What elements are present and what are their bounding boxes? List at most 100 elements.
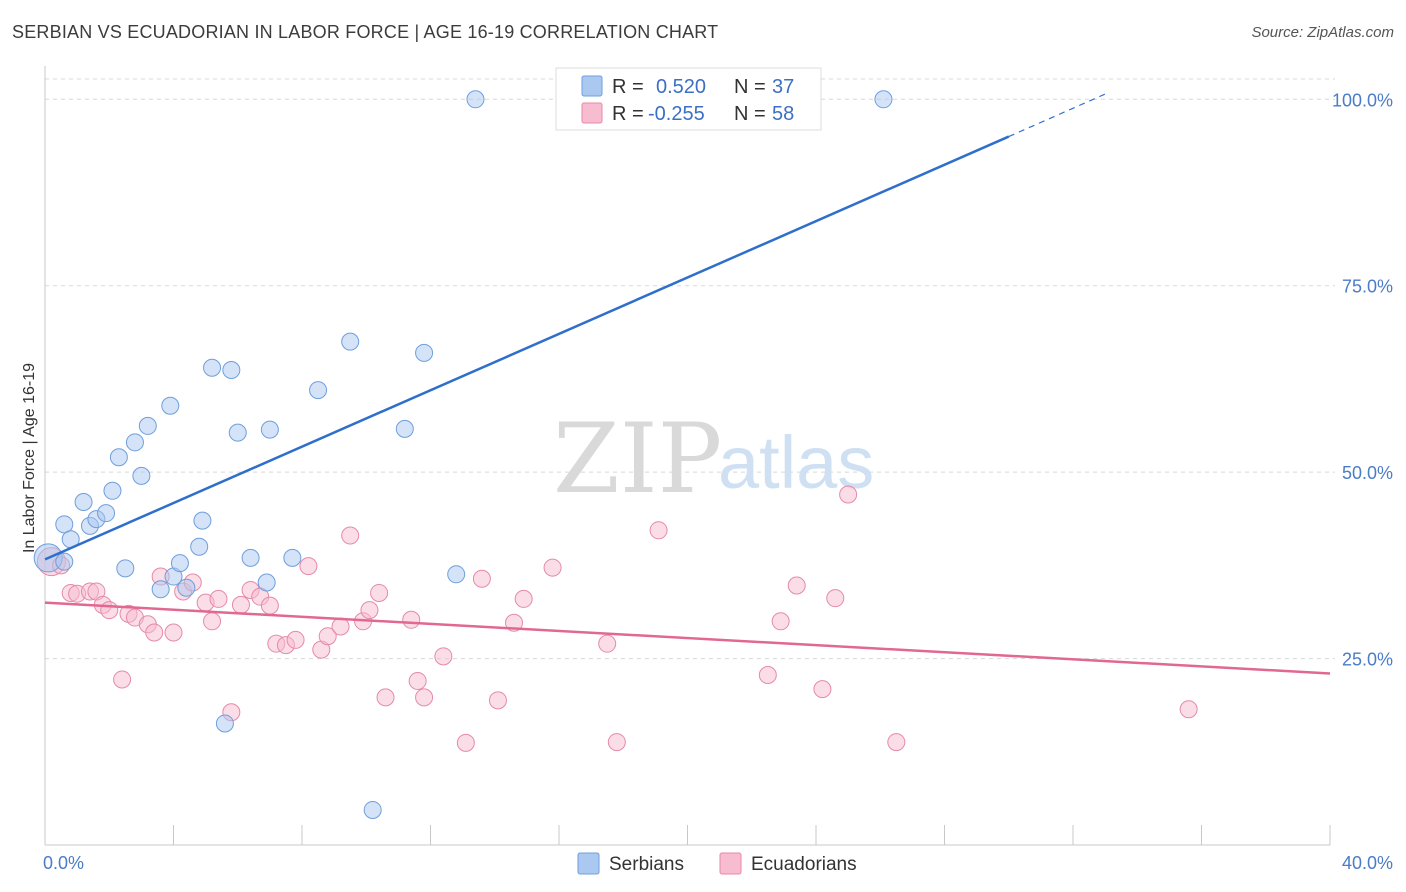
- serbians-point: [447, 565, 466, 584]
- serbians-point: [241, 548, 260, 567]
- legend-n-label-ecuadorians: N =: [734, 103, 766, 125]
- serbians-point: [190, 537, 209, 556]
- serbians-point: [132, 466, 151, 485]
- serbians-point: [260, 420, 279, 439]
- serbians-point: [55, 552, 74, 571]
- ecuadorians-point: [649, 521, 668, 540]
- trend-lines: [44, 93, 1331, 675]
- series-legend: Serbians Ecuadorians: [577, 852, 857, 875]
- ecuadorians-point: [100, 601, 119, 620]
- serbians-point: [466, 90, 485, 109]
- serbians-point: [116, 559, 135, 578]
- serbians-point: [874, 90, 893, 109]
- serbians-point: [74, 492, 93, 511]
- serbians-point: [363, 800, 382, 819]
- serbians-point: [125, 433, 144, 452]
- serbians-point: [177, 578, 196, 597]
- serbians-point: [283, 548, 302, 567]
- legend-n-label-serbians: N =: [734, 76, 766, 98]
- ecuadorians-point: [341, 526, 360, 545]
- source-credit: Source: ZipAtlas.com: [1251, 24, 1394, 41]
- watermark: ZIP atlas: [553, 403, 874, 515]
- y-tick-label: 50.0%: [1342, 463, 1393, 483]
- ecuadorians-point: [408, 671, 427, 690]
- ecuadorians-trend-line: [44, 601, 1331, 675]
- bottom-legend-serbians: Serbians: [609, 854, 684, 875]
- ecuadorians-point: [472, 569, 491, 588]
- ecuadorians-point: [376, 688, 395, 707]
- serbians-point: [161, 396, 180, 415]
- ecuadorians-point: [887, 733, 906, 752]
- serbians-point: [309, 381, 328, 400]
- bottom-swatch-serbians: [577, 852, 600, 875]
- legend-n-value-ecuadorians: 58: [772, 103, 794, 125]
- ecuadorians-point: [456, 733, 475, 752]
- y-tick-label: 100.0%: [1332, 90, 1393, 110]
- ecuadorians-point: [231, 595, 250, 614]
- serbians-point: [151, 580, 170, 599]
- serbians-point: [222, 360, 241, 379]
- serbians-point: [341, 332, 360, 351]
- serbians-point: [203, 358, 222, 377]
- legend-r-label-serbians: R =: [612, 76, 644, 98]
- ecuadorians-point: [607, 733, 626, 752]
- legend-swatch-serbians: [581, 75, 603, 97]
- tick-labels: 25.0% 50.0% 75.0% 100.0% 0.0% 40.0%: [43, 90, 1393, 873]
- serbians-point: [109, 448, 128, 467]
- ecuadorians-point: [1179, 700, 1198, 719]
- serbians-point: [395, 419, 414, 438]
- serbians-point: [257, 573, 276, 592]
- legend-box: R = 0.520 N = 37 R = -0.255 N = 58: [555, 67, 822, 131]
- ecuadorians-point: [113, 670, 132, 689]
- y-tick-label: 75.0%: [1342, 277, 1393, 297]
- ecuadorians-point: [514, 589, 533, 608]
- y-axis-label: In Labor Force | Age 16-19: [21, 363, 38, 553]
- ecuadorians-point: [543, 558, 562, 577]
- axes: [44, 66, 1331, 846]
- ecuadorians-point: [370, 583, 389, 602]
- ecuadorians-point: [415, 688, 434, 707]
- ecuadorians-point: [260, 596, 279, 615]
- ecuadorians-point: [598, 634, 617, 653]
- serbians-trend-line: [44, 135, 1010, 561]
- serbians-point: [138, 416, 157, 435]
- bottom-swatch-ecuadorians: [719, 852, 742, 875]
- ecuadorians-point: [209, 589, 228, 608]
- ecuadorians-point: [787, 576, 806, 595]
- ecuadorians-point: [826, 589, 845, 608]
- ecuadorians-point: [203, 612, 222, 631]
- ecuadorians-point: [488, 691, 507, 710]
- bottom-legend-ecuadorians: Ecuadorians: [751, 854, 857, 875]
- chart-title: SERBIAN VS ECUADORIAN IN LABOR FORCE | A…: [12, 22, 719, 42]
- ecuadorians-point: [813, 680, 832, 699]
- serbians-point: [215, 714, 234, 733]
- ecuadorians-point: [145, 623, 164, 642]
- x-tick-label: 0.0%: [43, 853, 84, 873]
- ecuadorians-point: [286, 630, 305, 649]
- serbians-point: [170, 554, 189, 573]
- legend-r-value-ecuadorians: -0.255: [648, 103, 705, 125]
- x-tick-label: 40.0%: [1342, 853, 1393, 873]
- legend-r-value-serbians: 0.520: [656, 76, 706, 98]
- ecuadorians-point: [360, 601, 379, 620]
- ecuadorians-point: [758, 665, 777, 684]
- legend-swatch-ecuadorians: [581, 102, 603, 124]
- ecuadorians-point: [434, 647, 453, 666]
- grid-lines: [45, 78, 1335, 660]
- legend-n-value-serbians: 37: [772, 76, 794, 98]
- serbians-point: [193, 511, 212, 530]
- ecuadorians-point: [839, 485, 858, 504]
- serbians-point: [55, 515, 74, 534]
- serbians-trend-extension: [1008, 93, 1106, 138]
- ecuadorians-point: [299, 557, 318, 576]
- data-points: [33, 90, 1198, 819]
- ecuadorians-point: [402, 610, 421, 629]
- ecuadorians-point: [771, 612, 790, 631]
- serbians-point: [103, 481, 122, 500]
- serbians-point: [97, 504, 116, 523]
- serbians-point: [415, 343, 434, 362]
- ecuadorians-point: [318, 627, 337, 646]
- watermark-zip: ZIP: [553, 403, 722, 515]
- ecuadorians-point: [164, 623, 183, 642]
